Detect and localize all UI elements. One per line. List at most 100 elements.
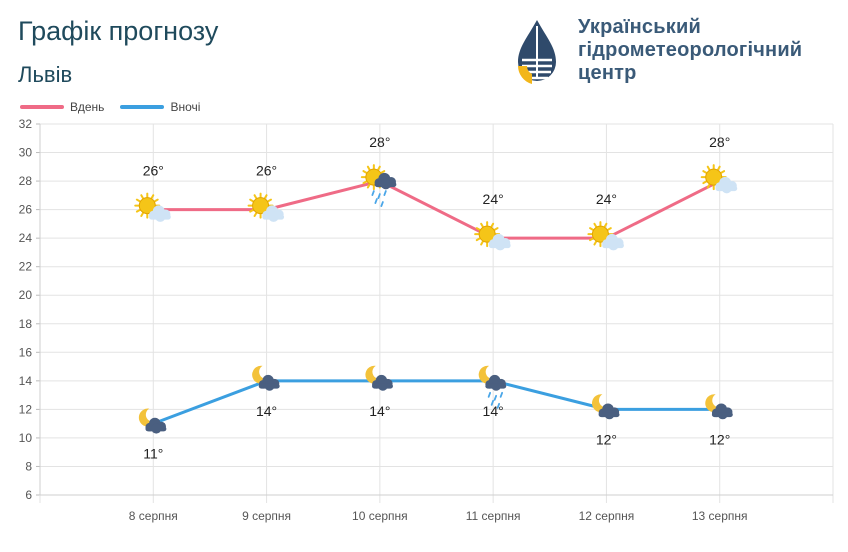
legend-swatch-day — [20, 105, 64, 109]
data-label-night: 11° — [143, 446, 163, 462]
cloud-shape — [149, 205, 171, 222]
rain-drop — [377, 193, 381, 199]
city-name: Львів — [18, 62, 73, 87]
cloud-base — [374, 181, 397, 188]
cloud-shape — [598, 403, 620, 420]
sun-disc — [705, 168, 723, 186]
cloud-shape — [488, 233, 511, 251]
cloud-shape — [374, 172, 397, 190]
y-tick-label: 32 — [19, 117, 33, 131]
y-tick-label: 24 — [19, 231, 33, 245]
rain-drop — [487, 391, 492, 398]
sun-ray — [377, 165, 381, 171]
series-line-day — [153, 179, 721, 240]
y-tick-label: 16 — [19, 345, 33, 359]
sun-cloud-icon — [474, 221, 511, 251]
sun-cloud-icon — [587, 221, 624, 251]
sun-disc — [478, 225, 496, 243]
sun-disc — [138, 197, 156, 215]
cloud-base — [372, 383, 393, 389]
sun-shape — [587, 221, 614, 248]
sun-ray — [249, 208, 255, 213]
data-label-night: 12° — [709, 431, 730, 447]
sun-ray — [480, 240, 484, 246]
cloud-base — [258, 383, 280, 389]
rain-drop — [371, 190, 375, 196]
moon-cloud-icon — [365, 365, 393, 391]
rain-drop — [374, 198, 378, 204]
data-label-night: 14° — [483, 403, 504, 419]
org-name-line-1: Український — [578, 16, 701, 38]
y-tick-label: 12 — [19, 402, 33, 416]
cloud-shape — [258, 374, 280, 391]
sun-ray — [480, 222, 484, 228]
data-label-night: 14° — [369, 403, 390, 419]
rain-drops — [371, 190, 387, 207]
sun-ray — [253, 194, 258, 200]
sun-ray — [153, 198, 159, 203]
cloud-base — [262, 214, 285, 220]
chart-title: Графік прогнозу — [18, 16, 219, 46]
sun-ray — [362, 180, 368, 185]
moon-cloud-icon — [138, 408, 167, 434]
legend-label-day: Вдень — [70, 100, 105, 114]
sun-ray — [380, 170, 386, 174]
sun-ray — [140, 194, 145, 200]
sun-cloud-icon — [700, 164, 738, 194]
sun-ray — [253, 211, 258, 218]
x-tick-label: 12 серпня — [579, 509, 635, 523]
rain-drop — [490, 399, 495, 406]
rain-drops — [487, 391, 504, 409]
y-tick-label: 18 — [19, 317, 33, 331]
data-label-day: 28° — [369, 134, 390, 150]
data-label-day: 24° — [596, 191, 617, 207]
sun-ray — [702, 170, 708, 174]
y-tick-label: 28 — [19, 174, 33, 188]
x-tick-label: 9 серпня — [242, 509, 291, 523]
org-name-line-2: гідрометеорологічний — [578, 39, 803, 61]
moon-cloud-rain-icon — [478, 365, 507, 409]
y-tick-label: 22 — [19, 260, 33, 274]
sun-ray — [593, 222, 598, 228]
sun-ray — [150, 194, 155, 200]
data-label-day: 26° — [143, 163, 164, 179]
cloud-base — [485, 383, 507, 389]
sun-ray — [589, 227, 595, 231]
cloud-shape — [485, 374, 507, 391]
cloud-base — [149, 214, 171, 220]
org-name-line-3: центр — [578, 62, 637, 84]
data-label-day: 28° — [709, 134, 730, 150]
sun-shape — [474, 221, 501, 248]
sun-ray — [702, 180, 708, 185]
x-tick-label: 13 серпня — [692, 509, 748, 523]
x-tick-label: 8 серпня — [129, 509, 178, 523]
cloud-base — [145, 426, 167, 432]
y-tick-label: 10 — [19, 431, 33, 445]
sun-ray — [266, 198, 272, 203]
cloud-base — [598, 412, 620, 418]
sun-ray — [366, 183, 371, 189]
hydromet-logo-icon — [518, 20, 556, 84]
sun-disc — [591, 225, 609, 243]
moon-cloud-icon — [252, 365, 280, 391]
sun-disc — [252, 197, 270, 215]
rain-drop — [496, 402, 501, 409]
cloud-shape — [602, 233, 624, 251]
legend-item-day[interactable]: Вдень — [20, 100, 104, 114]
sun-ray — [475, 237, 481, 242]
sun-cloud-icon — [134, 192, 171, 222]
organization-name: Український гідрометеорологічний центр — [578, 16, 802, 85]
x-tick-label: 11 серпня — [466, 509, 521, 523]
legend-item-night[interactable]: Вночі — [120, 100, 200, 114]
series-line-night — [152, 379, 720, 426]
sun-ray — [589, 237, 595, 242]
sun-ray — [249, 198, 255, 203]
cloud-shape — [372, 374, 393, 391]
y-tick-label: 26 — [19, 203, 33, 217]
x-tick-label: 10 серпня — [352, 509, 408, 523]
sun-ray — [475, 227, 481, 231]
y-tick-label: 6 — [25, 488, 32, 502]
sun-ray — [716, 165, 721, 171]
sun-ray — [593, 240, 598, 246]
